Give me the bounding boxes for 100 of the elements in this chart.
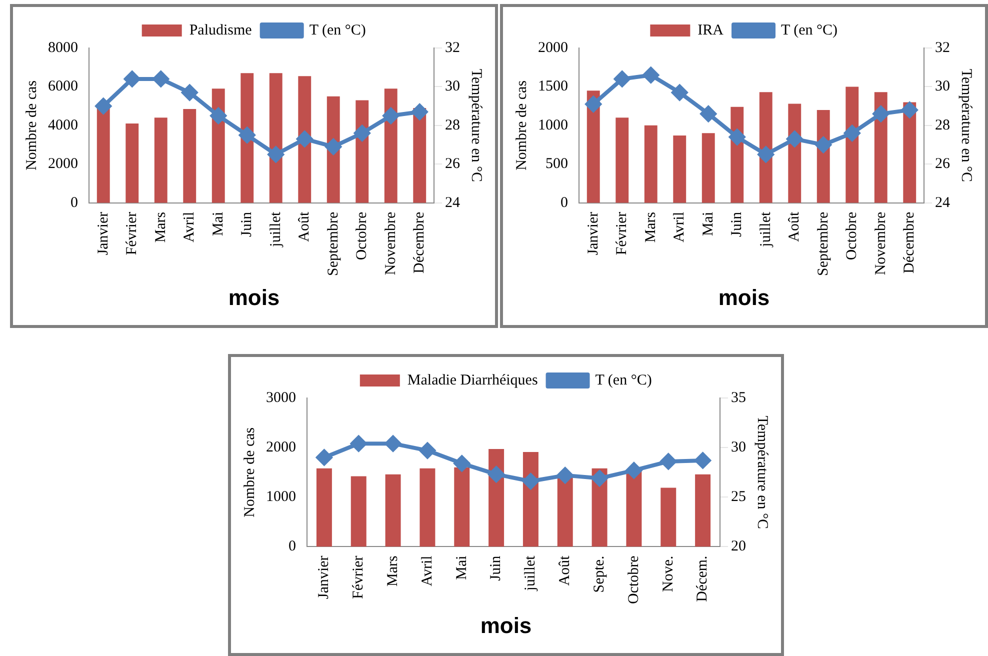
- point: [626, 462, 642, 478]
- x-tick-label: Mars: [384, 556, 401, 587]
- x-tick-label: Février: [124, 212, 140, 256]
- x-tick-label: Janvier: [585, 212, 602, 256]
- x-tick-label: Nove.: [660, 556, 676, 592]
- y2-tick-label: 32: [935, 40, 950, 56]
- point: [350, 436, 367, 452]
- bar: [298, 76, 312, 203]
- point: [488, 466, 504, 482]
- y-tick-label: 1500: [538, 78, 568, 95]
- point: [592, 470, 608, 486]
- point: [354, 125, 370, 142]
- bar: [673, 135, 686, 203]
- y-tick-label: 8000: [48, 40, 78, 56]
- point: [296, 130, 313, 147]
- x-axis-title: mois: [479, 613, 533, 639]
- legend-label: IRA: [698, 22, 724, 38]
- y-tick-label: 1000: [538, 117, 568, 134]
- legend-label: Paludisme: [189, 22, 252, 38]
- point: [786, 130, 803, 147]
- legend-label: T (en °C): [781, 22, 838, 38]
- point: [902, 102, 918, 118]
- bar: [350, 476, 366, 547]
- y2-tick-label: 35: [731, 390, 746, 406]
- y-tick-label: 1000: [266, 489, 296, 506]
- y2-tick-label: 28: [935, 117, 950, 134]
- x-tick-label: juillet: [522, 554, 539, 592]
- point: [872, 106, 889, 122]
- point: [660, 453, 676, 470]
- x-tick-label: Mai: [700, 212, 716, 236]
- bar: [413, 108, 426, 203]
- point: [642, 67, 659, 84]
- x-tick-label: Septe.: [591, 556, 608, 593]
- x-tick-label: Mai: [210, 212, 226, 236]
- bar: [660, 488, 676, 547]
- bar: [695, 474, 711, 547]
- y2-tick-label: 30: [445, 78, 460, 95]
- x-tick-label: Septembre: [325, 212, 342, 276]
- y2-tick-label: 20: [731, 538, 746, 555]
- point: [694, 452, 711, 468]
- point: [210, 108, 226, 124]
- y2-tick-label: 24: [445, 194, 460, 211]
- x-tick-label: Décembre: [412, 212, 428, 274]
- point: [758, 146, 774, 162]
- point: [844, 125, 860, 142]
- x-tick-label: Mai: [454, 556, 470, 580]
- bar: [385, 474, 401, 547]
- x-tick-label: Avril: [182, 212, 198, 242]
- point: [239, 127, 256, 144]
- legend-label: T (en °C): [309, 22, 366, 38]
- x-tick-label: juillet: [268, 211, 284, 248]
- bar: [316, 468, 332, 547]
- point: [152, 70, 169, 87]
- point: [382, 108, 399, 124]
- y2-tick-label: 26: [935, 156, 950, 172]
- bar: [702, 133, 715, 203]
- x-tick-label: Novembre: [382, 212, 399, 276]
- point: [316, 449, 332, 466]
- x-tick-label: juillet: [758, 211, 774, 248]
- y2-axis-title: Température en °C: [958, 68, 974, 182]
- x-tick-label: Juin: [239, 211, 256, 237]
- x-tick-label: Juin: [488, 555, 504, 581]
- x-tick-label: Juin: [729, 211, 746, 237]
- point: [522, 473, 539, 490]
- y2-tick-label: 26: [445, 156, 460, 172]
- x-tick-label: Septembre: [815, 212, 832, 276]
- bar: [420, 468, 436, 547]
- bar: [626, 470, 642, 547]
- bar: [240, 73, 254, 203]
- y-tick-label: 500: [546, 156, 568, 172]
- x-tick-label: Août: [557, 554, 574, 586]
- x-tick-label: Novembre: [872, 212, 889, 276]
- point: [614, 70, 630, 87]
- y-tick-label: 4000: [48, 117, 78, 134]
- point: [729, 129, 746, 146]
- y-tick-label: 0: [560, 194, 568, 211]
- bar: [384, 88, 398, 203]
- x-tick-label: Janvier: [316, 556, 332, 600]
- point: [412, 104, 428, 120]
- point: [700, 106, 716, 122]
- y-tick-label: 0: [70, 194, 78, 211]
- point: [325, 138, 342, 155]
- point: [585, 96, 602, 112]
- y-tick-label: 6000: [48, 78, 78, 95]
- x-tick-label: Mars: [642, 212, 659, 243]
- y2-tick-label: 24: [935, 194, 950, 211]
- x-tick-label: Mars: [152, 212, 169, 243]
- point: [815, 136, 832, 153]
- y-tick-label: 2000: [48, 156, 78, 172]
- legend-label: T (en °C): [595, 372, 652, 388]
- point: [95, 98, 112, 114]
- point: [557, 467, 574, 484]
- bar: [183, 108, 196, 203]
- bar: [644, 125, 658, 203]
- x-tick-label: Août: [296, 211, 313, 242]
- point: [124, 70, 140, 87]
- point: [419, 442, 436, 459]
- point: [268, 146, 284, 162]
- x-tick-label: Octobre: [626, 555, 642, 604]
- y-tick-label: 2000: [538, 40, 568, 56]
